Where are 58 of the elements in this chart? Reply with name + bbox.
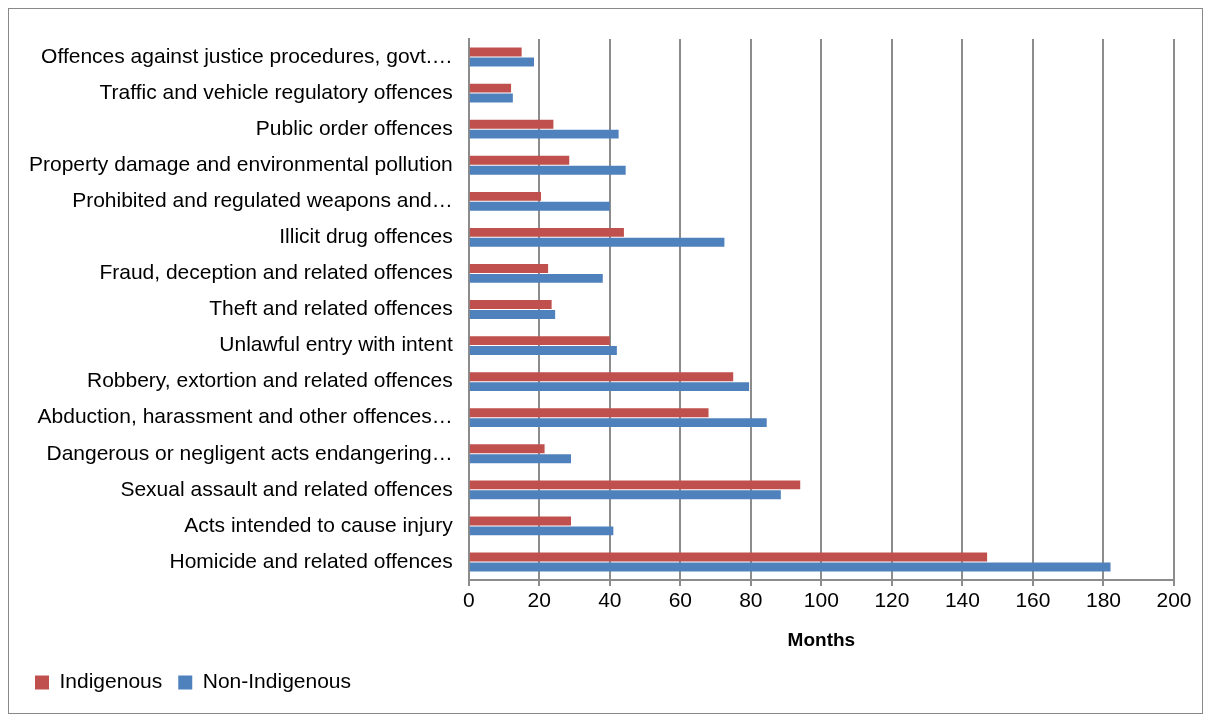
x-axis-title: Months bbox=[787, 628, 856, 650]
bar bbox=[469, 444, 545, 454]
y-tick-label: Fraud, deception and related offences bbox=[99, 260, 453, 284]
bar bbox=[469, 552, 988, 562]
bar bbox=[469, 47, 522, 57]
bar bbox=[469, 165, 626, 175]
bar bbox=[469, 310, 556, 319]
bar bbox=[469, 382, 750, 392]
y-tick-label: Property damage and environmental pollution bbox=[29, 152, 453, 176]
bar bbox=[469, 300, 552, 309]
x-tick-label: 20 bbox=[527, 588, 551, 612]
y-tick-label: Robbery, extortion and related offences bbox=[86, 368, 453, 392]
bar bbox=[469, 454, 572, 464]
bar bbox=[469, 201, 610, 211]
bar bbox=[469, 227, 624, 237]
y-tick-label: Dangerous or negligent acts endangering… bbox=[46, 440, 453, 464]
x-tick-label: 160 bbox=[1015, 588, 1051, 612]
bar bbox=[469, 562, 1111, 572]
y-tick-label: Homicide and related offences bbox=[169, 548, 453, 572]
bar bbox=[469, 336, 610, 346]
x-tick-label: 40 bbox=[598, 588, 622, 612]
bar bbox=[469, 408, 709, 418]
bar bbox=[469, 480, 801, 490]
y-tick-label: Traffic and vehicle regulatory offences bbox=[99, 79, 453, 103]
bar bbox=[469, 119, 554, 129]
x-tick-label: 140 bbox=[944, 588, 980, 612]
bar bbox=[469, 372, 734, 382]
bar bbox=[469, 237, 725, 247]
bar bbox=[469, 129, 619, 139]
x-tick-label: 200 bbox=[1156, 588, 1192, 612]
y-tick-label: Unlawful entry with intent bbox=[219, 332, 453, 356]
x-tick-label: 120 bbox=[874, 588, 910, 612]
x-tick-label: 100 bbox=[803, 588, 839, 612]
y-tick-label: Acts intended to cause injury bbox=[184, 512, 454, 536]
legend-label: Indigenous bbox=[59, 669, 163, 693]
y-tick-label: Prohibited and regulated weapons and… bbox=[72, 188, 453, 212]
bar bbox=[469, 155, 570, 165]
x-tick-label: 0 bbox=[462, 588, 475, 612]
bar bbox=[469, 346, 617, 355]
y-tick-label: Theft and related offences bbox=[209, 296, 453, 320]
y-tick-label: Illicit drug offences bbox=[279, 224, 453, 248]
bar bbox=[469, 191, 542, 201]
y-tick-label: Offences against justice procedures, govt.… bbox=[41, 43, 453, 67]
bar bbox=[469, 264, 549, 273]
bar bbox=[469, 490, 781, 500]
x-tick-label: 80 bbox=[739, 588, 763, 612]
bar bbox=[469, 83, 512, 93]
y-tick-label: Public order offences bbox=[255, 115, 453, 139]
y-tick-label: Abduction, harassment and other offences… bbox=[37, 404, 453, 428]
bar bbox=[469, 93, 513, 103]
bar bbox=[469, 526, 614, 536]
legend-label: Non-Indigenous bbox=[202, 669, 352, 693]
bar bbox=[469, 273, 603, 283]
x-tick-label: 180 bbox=[1085, 588, 1121, 612]
y-tick-label: Sexual assault and related offences bbox=[120, 476, 453, 500]
bar bbox=[469, 516, 572, 526]
bar bbox=[469, 418, 767, 428]
x-tick-label: 60 bbox=[668, 588, 693, 612]
